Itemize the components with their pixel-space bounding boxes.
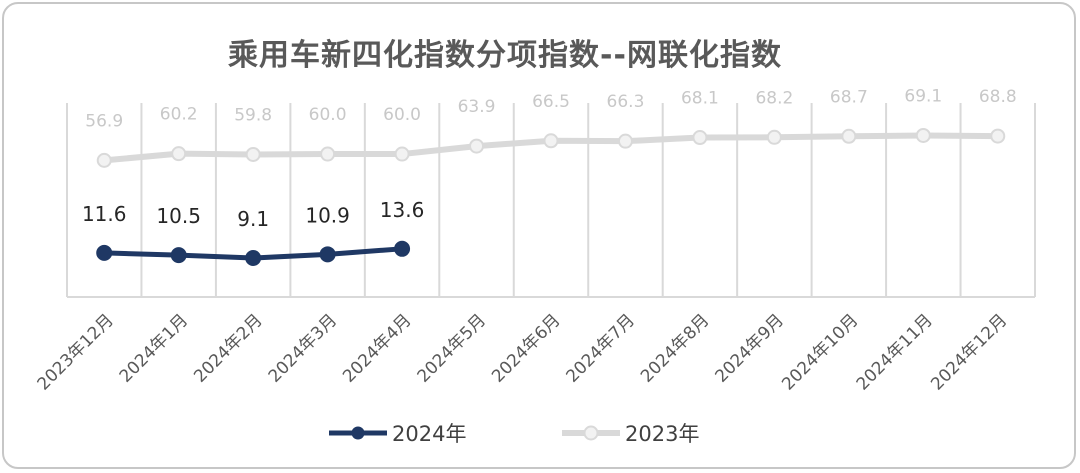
data-point-2023 (96, 152, 112, 168)
data-label: 69.1 (904, 86, 942, 106)
x-tick-label: 2024年4月 (339, 310, 415, 386)
data-point-2024 (245, 249, 262, 266)
x-tick-label: 2024年1月 (116, 310, 192, 386)
legend-marker-2023 (583, 425, 599, 441)
data-point-2023 (245, 146, 261, 162)
x-tick-label: 2024年11月 (853, 310, 937, 394)
data-point-2023 (841, 128, 857, 144)
x-tick-label: 2024年9月 (711, 310, 787, 386)
data-point-2023 (617, 133, 633, 149)
data-label: 10.9 (305, 203, 350, 227)
data-point-2023 (320, 146, 336, 162)
x-tick-label: 2023年12月 (34, 310, 118, 394)
x-tick-label: 2024年8月 (637, 310, 713, 386)
chart-title: 乘用车新四化指数分项指数--网联化指数 (228, 38, 782, 73)
data-label: 60.0 (383, 105, 421, 125)
data-label: 11.6 (82, 202, 127, 226)
data-label: 66.3 (607, 92, 645, 112)
data-label: 13.6 (380, 198, 425, 222)
data-point-2024 (170, 247, 187, 264)
data-label: 60.0 (309, 105, 347, 125)
legend-marker-2024 (351, 426, 365, 440)
data-label: 63.9 (458, 97, 496, 117)
data-point-2023 (469, 138, 485, 154)
x-tick-label: 2024年6月 (488, 310, 564, 386)
data-label: 59.8 (234, 105, 272, 125)
data-label: 68.1 (681, 89, 719, 109)
x-tick-label: 2024年12月 (927, 310, 1011, 394)
data-point-2023 (543, 133, 559, 149)
data-label: 9.1 (237, 207, 269, 231)
data-label: 56.9 (85, 111, 123, 131)
data-point-2024 (394, 240, 411, 257)
data-point-2023 (915, 127, 931, 143)
data-point-2024 (96, 244, 113, 261)
x-tick-label: 2024年7月 (563, 310, 639, 386)
x-tick-label: 2024年5月 (414, 310, 490, 386)
legend-label-2024: 2024年 (392, 422, 466, 446)
data-point-2023 (692, 130, 708, 146)
data-point-2023 (990, 128, 1006, 144)
legend-label-2023: 2023年 (625, 422, 699, 446)
data-point-2023 (171, 146, 187, 162)
data-label: 68.7 (830, 87, 868, 107)
data-point-2023 (766, 129, 782, 145)
data-label: 66.5 (532, 92, 570, 112)
data-point-2023 (394, 146, 410, 162)
data-point-2024 (319, 246, 336, 263)
x-tick-label: 2024年2月 (190, 310, 266, 386)
x-tick-label: 2024年10月 (778, 310, 862, 394)
data-label: 68.2 (755, 88, 793, 108)
data-label: 10.5 (156, 204, 201, 228)
data-label: 68.8 (979, 87, 1017, 107)
data-label: 60.2 (160, 105, 198, 125)
x-tick-label: 2024年3月 (265, 310, 341, 386)
